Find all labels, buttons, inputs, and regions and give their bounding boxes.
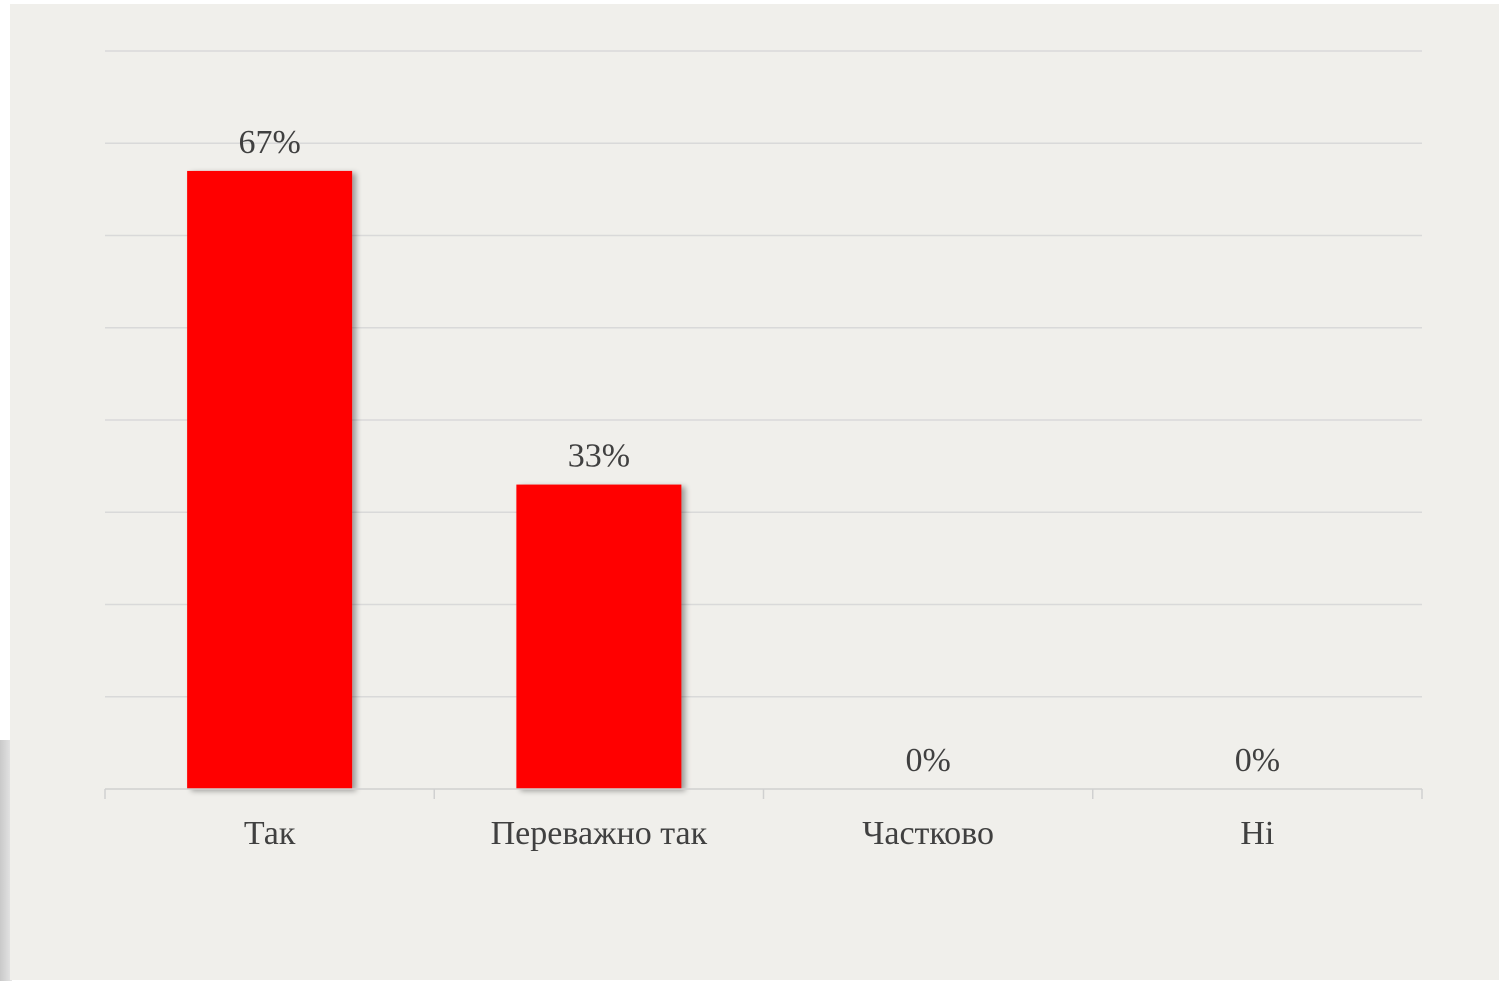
x-tick-label: Так <box>244 815 296 852</box>
bar-chart: 67% 33% 0% 0% Так Переважно так Частково Ні <box>104 50 1423 852</box>
x-tick-label: Частково <box>862 815 994 852</box>
gridlines <box>105 50 1422 698</box>
data-label: 0% <box>905 742 950 779</box>
data-label: 67% <box>238 124 300 161</box>
data-label: 33% <box>568 438 630 475</box>
data-label: 0% <box>1235 742 1280 779</box>
x-tick-label: Переважно так <box>491 815 708 852</box>
bars <box>187 170 682 790</box>
x-axis <box>104 788 1423 799</box>
chart-panel: 67% 33% 0% 0% Так Переважно так Частково Ні <box>10 4 1499 980</box>
category-labels: Так Переважно так Частково Ні <box>244 815 1275 852</box>
bar <box>187 170 353 790</box>
data-labels: 67% 33% 0% 0% <box>238 124 1280 779</box>
bar <box>516 484 682 789</box>
slide-edge-shadow <box>0 740 12 981</box>
x-tick-label: Ні <box>1240 815 1274 852</box>
